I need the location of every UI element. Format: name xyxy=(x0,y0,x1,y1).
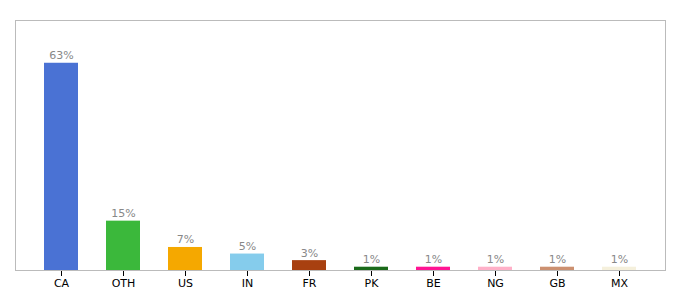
svg-text:FR: FR xyxy=(303,277,317,290)
svg-text:CA: CA xyxy=(54,277,70,290)
svg-text:3%: 3% xyxy=(301,247,318,260)
svg-text:5%: 5% xyxy=(239,240,256,253)
svg-text:1%: 1% xyxy=(549,253,566,266)
svg-text:IN: IN xyxy=(242,277,253,290)
svg-text:1%: 1% xyxy=(425,253,442,266)
svg-text:GB: GB xyxy=(549,277,565,290)
svg-text:OTH: OTH xyxy=(112,277,136,290)
svg-text:1%: 1% xyxy=(611,253,628,266)
svg-text:15%: 15% xyxy=(111,207,135,220)
svg-text:NG: NG xyxy=(487,277,504,290)
svg-text:1%: 1% xyxy=(487,253,504,266)
svg-text:63%: 63% xyxy=(49,49,73,62)
svg-text:7%: 7% xyxy=(177,233,194,246)
svg-text:BE: BE xyxy=(426,277,441,290)
svg-text:US: US xyxy=(178,277,193,290)
svg-text:MX: MX xyxy=(611,277,628,290)
svg-text:1%: 1% xyxy=(363,253,380,266)
svg-text:PK: PK xyxy=(365,277,380,290)
